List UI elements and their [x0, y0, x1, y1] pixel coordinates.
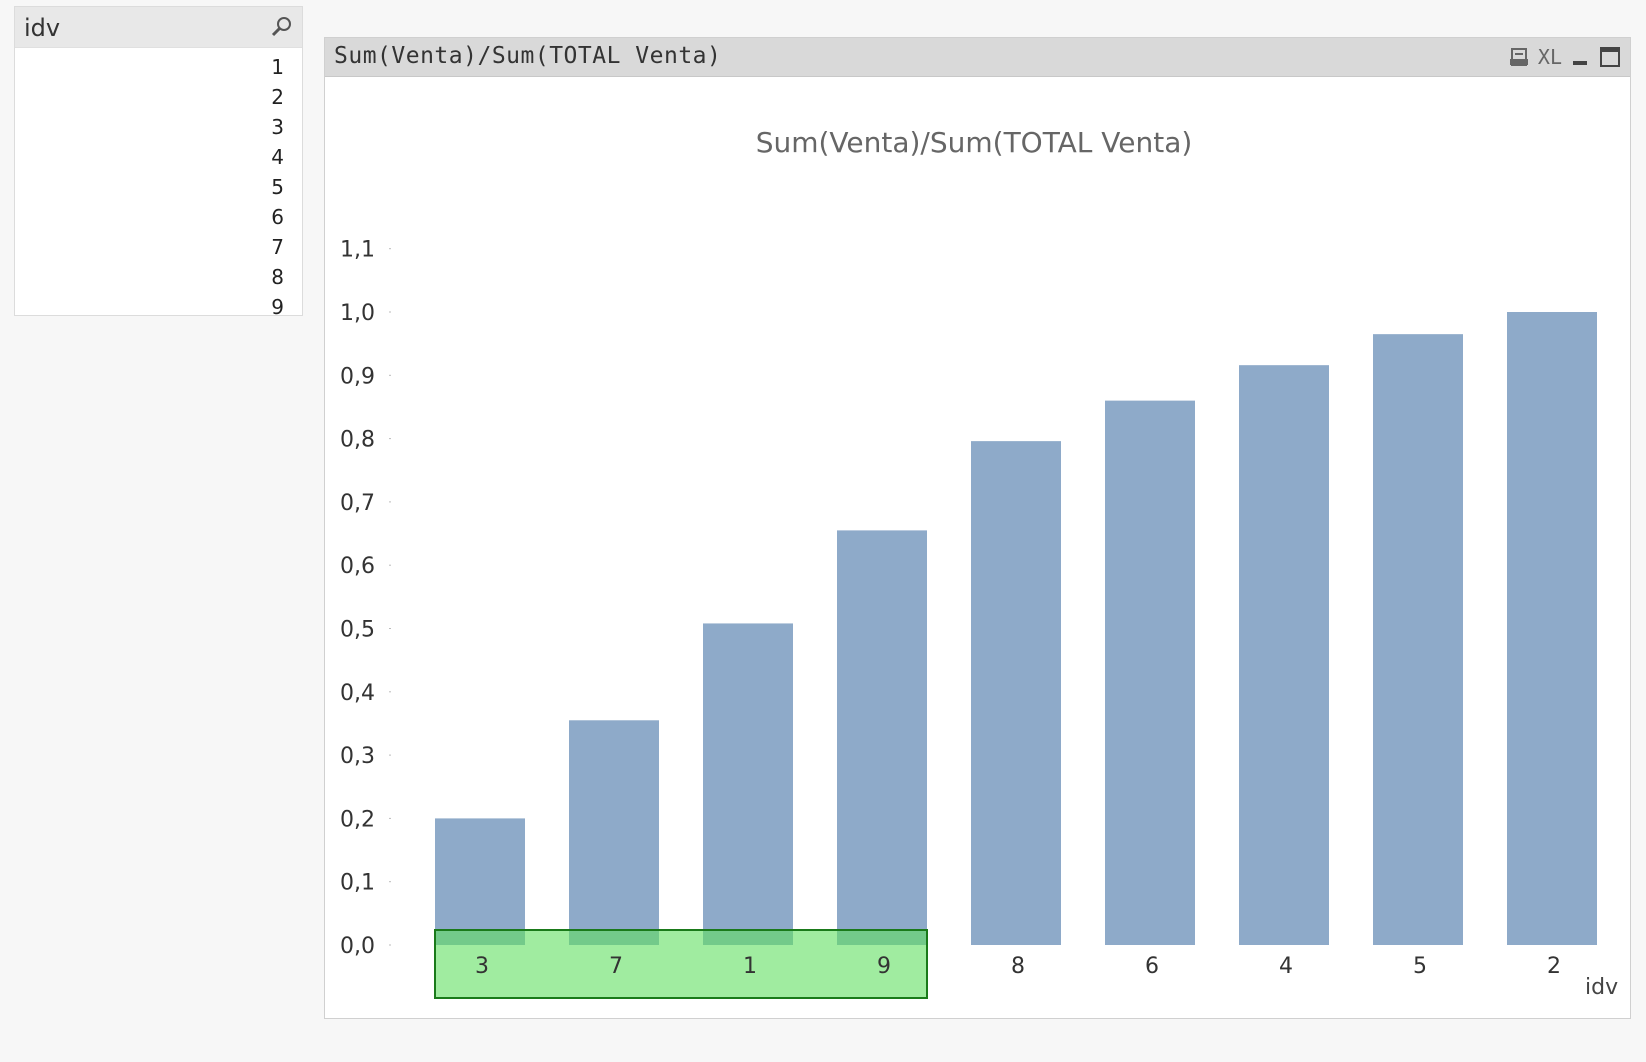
listbox-item[interactable]: 8 [271, 265, 284, 289]
y-tick-label: 1,1 [340, 238, 375, 263]
selection-group [434, 929, 928, 999]
bar[interactable] [435, 818, 525, 945]
listbox-item[interactable]: 4 [271, 145, 284, 169]
x-tick-label[interactable]: 3 [475, 954, 489, 979]
listbox-item[interactable]: 6 [271, 205, 284, 229]
bar-chart: Sum(Venta)/Sum(TOTAL Venta) 0,0 0,1 0,2 0,3… [340, 126, 1618, 1000]
listbox-items: 1 2 3 4 5 6 7 8 9 [15, 48, 302, 322]
bar[interactable] [1373, 334, 1463, 945]
x-tick-label[interactable]: 4 [1279, 954, 1293, 979]
y-axis: 0,0 0,1 0,2 0,3 0,4 0,5 0,6 0,7 0,8 0,9 1,0 1,1 [340, 238, 391, 959]
y-tick-label: 0,5 [340, 618, 375, 643]
y-tick-label: 0,2 [340, 807, 375, 832]
listbox-item[interactable]: 5 [271, 175, 284, 199]
x-tick-label[interactable]: 6 [1145, 954, 1159, 979]
listbox-item[interactable]: 1 [271, 55, 284, 79]
listbox-item[interactable]: 9 [271, 295, 284, 319]
x-axis-label: idv [1585, 975, 1618, 1000]
x-tick-label[interactable]: 7 [609, 954, 623, 979]
bar[interactable] [1507, 312, 1597, 945]
chart-window: Sum(Venta)/Sum(TOTAL Venta) XL [324, 37, 1631, 1019]
y-tick-label: 0,8 [340, 428, 375, 453]
y-tick-label: 0,4 [340, 681, 375, 706]
x-axis: 3 7 1 9 8 6 4 5 2 [475, 954, 1561, 979]
bar[interactable] [971, 441, 1061, 945]
search-icon[interactable] [270, 15, 294, 39]
chart-caption-bar[interactable]: Sum(Venta)/Sum(TOTAL Venta) XL [325, 38, 1630, 77]
listbox-header[interactable]: idv [15, 7, 302, 48]
listbox-title: idv [24, 14, 61, 42]
x-tick-label[interactable]: 5 [1413, 954, 1427, 979]
y-tick-label: 0,6 [340, 554, 375, 579]
maximize-icon[interactable] [1598, 45, 1622, 69]
minimize-icon[interactable] [1570, 46, 1590, 68]
x-tick-label[interactable]: 2 [1547, 954, 1561, 979]
y-tick-label: 0,7 [340, 491, 375, 516]
chart-title: Sum(Venta)/Sum(TOTAL Venta) [756, 126, 1193, 159]
x-tick-label[interactable]: 9 [877, 954, 891, 979]
listbox-item[interactable]: 7 [271, 235, 284, 259]
bar[interactable] [837, 530, 927, 945]
print-icon[interactable] [1508, 46, 1530, 68]
y-tick-label: 0,9 [340, 364, 375, 389]
y-tick-label: 0,3 [340, 744, 375, 769]
listbox-item[interactable]: 2 [271, 85, 284, 109]
y-tick-label: 0,1 [340, 871, 375, 896]
selection-rectangle[interactable] [434, 929, 928, 999]
bars-group [435, 312, 1597, 945]
idv-listbox: idv 1 2 3 4 5 6 7 8 9 [14, 6, 303, 319]
bar[interactable] [703, 623, 793, 945]
y-tick-label: 0,0 [340, 934, 375, 959]
y-tick-label: 1,0 [340, 301, 375, 326]
bar[interactable] [1105, 400, 1195, 945]
bar[interactable] [1239, 365, 1329, 945]
listbox-item[interactable]: 3 [271, 115, 284, 139]
x-tick-label[interactable]: 1 [743, 954, 757, 979]
x-tick-label[interactable]: 8 [1011, 954, 1025, 979]
chart-caption-title: Sum(Venta)/Sum(TOTAL Venta) [334, 43, 722, 69]
xl-export-icon[interactable]: XL [1537, 45, 1562, 69]
bar[interactable] [569, 720, 659, 945]
caption-icons: XL [1508, 43, 1622, 71]
